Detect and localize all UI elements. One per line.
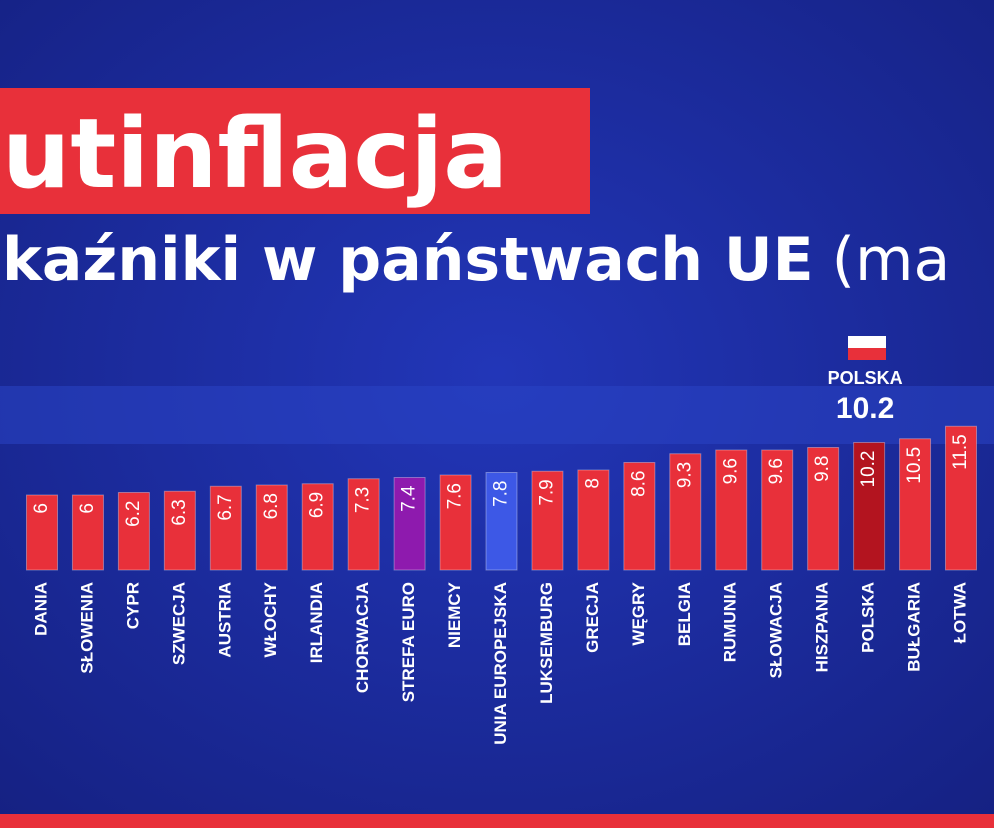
value-label: 6.8 [261, 493, 282, 519]
value-label: 11.5 [950, 434, 971, 470]
x-tick-label: HISZPANIA [813, 582, 832, 672]
bar [715, 449, 748, 571]
x-tick-label: LUKSEMBURG [537, 582, 556, 704]
value-label: 9.6 [720, 458, 741, 484]
x-tick-label: BUŁGARIA [905, 582, 924, 672]
bar [807, 447, 840, 571]
x-tick-label: NIEMCY [445, 581, 464, 648]
x-tick-label: WĘGRY [629, 581, 648, 645]
value-label: 6 [31, 503, 52, 514]
bar [393, 477, 426, 571]
bar [163, 490, 196, 571]
bar [577, 469, 610, 571]
value-label: 7.8 [491, 481, 512, 507]
value-label: 10.2 [858, 451, 879, 488]
annotation-value: 10.2 [836, 392, 894, 425]
bar [853, 442, 886, 571]
bar [26, 494, 58, 571]
bar [531, 470, 564, 571]
band [0, 386, 994, 444]
x-tick-label: DANIA [31, 582, 50, 636]
value-label: 9.3 [674, 462, 695, 488]
bar [71, 494, 104, 571]
x-tick-label: BELGIA [675, 582, 694, 646]
chart-title: utinflacja [2, 98, 508, 210]
value-label: 8.6 [628, 471, 649, 497]
value-label: 7.9 [536, 479, 557, 505]
x-tick-label: IRLANDIA [307, 582, 326, 663]
x-tick-label: AUSTRIA [215, 582, 234, 658]
value-label: 10.5 [904, 447, 925, 484]
bar [347, 478, 380, 571]
bottom-strip [0, 814, 994, 828]
bar [485, 472, 518, 571]
value-label: 7.3 [353, 487, 374, 513]
title-box [0, 88, 590, 214]
x-tick-label: RUMUNIA [721, 582, 740, 662]
value-label: 6.7 [215, 494, 236, 520]
value-label: 7.4 [399, 485, 420, 512]
x-tick-label: POLSKA [859, 582, 878, 653]
subtitle-main: kaźniki w państwach UE [2, 225, 814, 295]
bar [623, 462, 656, 571]
value-label: 6.9 [307, 492, 328, 518]
x-tick-label: STREFA EURO [399, 582, 418, 702]
value-label: 6 [77, 503, 98, 514]
bar [255, 484, 288, 571]
value-label: 8 [582, 478, 603, 489]
annotation-label: POLSKA [828, 368, 903, 388]
value-label: 9.6 [766, 458, 787, 484]
value-label: 6.3 [169, 499, 190, 525]
bar [439, 474, 472, 571]
x-tick-label: CHORWACJA [353, 582, 372, 693]
x-tick-label: SZWECJA [169, 582, 188, 665]
bar [301, 483, 334, 571]
x-tick-label: ŁOTWA [950, 582, 969, 643]
bar [117, 492, 150, 571]
bar [761, 449, 794, 571]
subtitle-suffix: (ma [832, 225, 951, 295]
bar [945, 425, 977, 571]
x-tick-label: SŁOWENIA [77, 582, 96, 674]
x-tick-label: GRECJA [583, 582, 602, 653]
flag-red [848, 348, 886, 360]
bar [669, 453, 702, 571]
chart-subtitle: kaźniki w państwach UE (ma [2, 225, 950, 295]
x-tick-label: WŁOCHY [261, 581, 280, 657]
value-label: 7.6 [445, 483, 466, 509]
x-tick-label: SŁOWACJA [767, 582, 786, 678]
bar [209, 485, 242, 571]
x-tick-label: UNIA EUROPEJSKA [491, 582, 510, 745]
value-label: 9.8 [812, 456, 833, 482]
value-label: 6.2 [123, 501, 144, 527]
bar [899, 438, 932, 571]
x-tick-label: CYPR [123, 582, 142, 629]
flag-white [848, 336, 886, 348]
